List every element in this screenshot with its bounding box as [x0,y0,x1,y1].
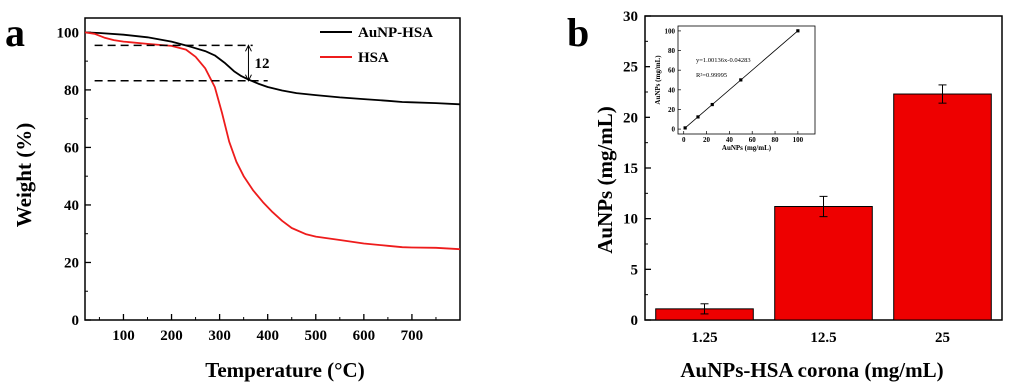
inset-point [739,78,743,82]
panel-a-series [84,31,461,251]
bar [774,206,873,321]
inset-x-tick-label: 80 [772,136,780,144]
x-tick-label: 12.5 [810,330,836,346]
series-line-hsa [84,31,461,251]
inset-equation: y=1.00136x-0.04283 [696,57,751,64]
x-tick-label: 200 [160,328,183,344]
legend-label: HSA [358,50,389,66]
y-tick-label: 15 [623,161,638,177]
x-tick-label: 25 [935,330,950,346]
y-tick-label: 10 [623,212,638,228]
y-tick-label: 0 [631,313,639,329]
x-tick-label: 300 [208,328,231,344]
inset-y-tick-label: 0 [672,126,676,134]
inset-y-tick-label: 20 [668,106,676,114]
y-tick-label: 30 [623,9,638,25]
x-tick-label: 100 [112,328,135,344]
inset-point [710,102,714,107]
x-tick-label: 600 [353,328,376,344]
series-line-aunp-hsa [84,31,461,106]
inset-x-tick-label: 100 [793,136,804,144]
inset-y-tick-label: 100 [665,27,676,35]
y-tick-label: 80 [64,83,79,99]
panel-b: b 0 5 10 15 20 25 30 1.25 12.5 25 0 20 40 60 80 100 0 20… [567,9,1003,382]
legend-label: AuNP-HSA [358,25,433,41]
panel-letter-b: b [567,10,589,55]
inset-plot-frame [677,25,816,135]
inset-x-tick-label: 60 [749,136,757,144]
inset-y-tick-label: 40 [668,86,676,94]
x-tick-label: 700 [401,328,424,344]
inset-y-axis-title: AuNPs (mg/mL) [654,55,662,105]
inset-x-axis-title: AuNPs (mg/mL) [722,144,772,152]
annotation-label: 12 [254,56,269,72]
panel-b-bars [655,84,992,321]
bar [893,93,992,321]
annotation-arrow-head-down [245,74,252,82]
y-tick-label: 25 [623,60,638,76]
y-tick-label: 40 [64,198,79,214]
inset-x-tick-label: 20 [703,136,711,144]
inset-r-squared: R²=0.99995 [696,72,727,79]
panel-b-x-axis-title: AuNPs-HSA corona (mg/mL) [680,358,943,382]
panel-a: a 100 200 300 400 500 600 700 0 20 40 60 80 100 12 A… [5,10,461,382]
annotation-arrow-head-up [245,44,252,52]
panel-a-x-axis-title: Temperature (°C) [205,358,364,382]
inset-y-tick-label: 80 [668,47,676,55]
y-tick-label: 20 [64,255,79,271]
x-tick-label: 500 [305,328,328,344]
inset-point [696,115,700,119]
inset-point [796,29,800,33]
y-tick-label: 5 [631,262,639,278]
x-tick-label: 400 [256,328,279,344]
panel-a-y-axis-title: Weight (%) [12,123,36,227]
panel-b-inset: 0 20 40 60 80 100 0 20 40 60 80 100 y=1.00136x-0.042… [650,19,822,157]
panel-a-annotation: 12 [94,44,269,82]
y-tick-label: 20 [623,110,638,126]
y-tick-label: 60 [64,140,79,156]
inset-y-tick-label: 60 [668,67,676,75]
panel-a-axes: 100 200 300 400 500 600 700 0 20 40 60 80 100 [57,17,461,344]
inset-x-tick-label: 0 [682,136,686,144]
panel-b-y-axis-title: AuNPs (mg/mL) [593,106,617,254]
inset-point [683,126,687,130]
inset-x-tick-label: 40 [726,136,734,144]
y-tick-label: 0 [72,313,80,329]
y-tick-label: 100 [57,25,80,41]
panel-a-legend: AuNP-HSA HSA [320,25,433,66]
panel-a-plot-frame [84,17,461,321]
x-tick-label: 1.25 [691,330,717,346]
panel-letter-a: a [5,10,25,55]
